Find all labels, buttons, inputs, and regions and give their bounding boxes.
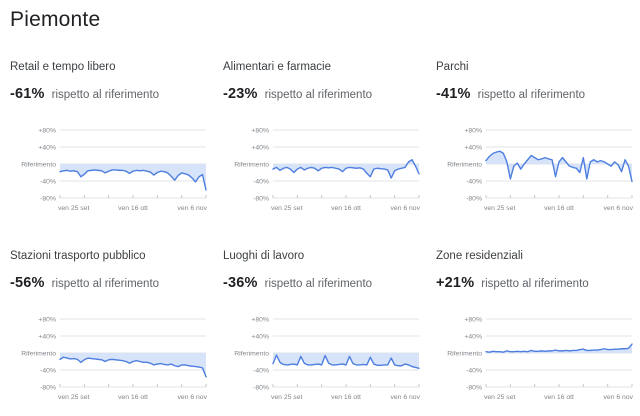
series-line (59, 169, 207, 191)
x-axis-label-end: ven 6 nov (604, 205, 634, 212)
y-axis-tick-label: -80% (466, 384, 482, 391)
headline: -56% rispetto al riferimento (10, 275, 214, 291)
chart-title: Retail e tempo libero (10, 61, 116, 73)
headline: -36% rispetto al riferimento (223, 275, 427, 291)
x-axis-label-start: ven 25 set (58, 205, 89, 212)
line-chart-retail: +80% +40% Riferimento -40% -80%ven 25 set ven… (21, 127, 208, 212)
change-label: rispetto al riferimento (264, 89, 373, 101)
x-axis-label-mid: ven 16 ott (331, 205, 361, 212)
x-axis-label-start: ven 25 set (271, 394, 302, 401)
x-axis-label-start: ven 25 set (484, 205, 515, 212)
line-chart-transit: +80% +40% Riferimento -40% -80%ven 25 set ven… (21, 316, 208, 401)
x-axis-label-end: ven 6 nov (178, 394, 208, 401)
y-axis-tick-label: -80% (253, 384, 269, 391)
y-axis-tick-label: +80% (251, 127, 269, 134)
y-axis-tick-label: Riferimento (21, 350, 56, 357)
change-percent: -36% (223, 275, 258, 291)
y-axis-tick-label: +80% (38, 316, 56, 323)
y-axis-tick-label: -40% (466, 178, 482, 185)
x-axis-label-start: ven 25 set (271, 205, 302, 212)
y-axis-tick-label: +80% (251, 316, 269, 323)
y-axis-tick-label: -40% (253, 367, 269, 374)
y-axis-tick-label: +40% (464, 144, 482, 151)
y-axis-tick-label: +40% (38, 144, 56, 151)
y-axis-tick-label: -40% (253, 178, 269, 185)
series-area-fill (273, 159, 419, 179)
line-chart-parks: +80% +40% Riferimento -40% -80%ven 25 set ven… (447, 127, 634, 212)
chart-title: Luoghi di lavoro (223, 250, 305, 262)
series-line (485, 150, 633, 183)
chart-title: Stazioni trasporto pubblico (10, 250, 146, 262)
series-line (272, 159, 420, 179)
change-percent: -41% (436, 86, 471, 102)
y-axis-tick-label: -80% (40, 384, 56, 391)
y-axis-tick-label: Riferimento (21, 161, 56, 168)
y-axis-tick-label: +40% (38, 333, 56, 340)
mobility-card-retail: Retail e tempo libero -61% rispetto al r… (10, 61, 214, 216)
mobility-card-grocery: Alimentari e farmacie -23% rispetto al r… (223, 61, 427, 216)
y-axis-tick-label: +80% (464, 127, 482, 134)
headline: +21% rispetto al riferimento (436, 275, 640, 291)
x-axis-label-end: ven 6 nov (391, 394, 421, 401)
headline: -61% rispetto al riferimento (10, 86, 214, 102)
mobility-card-parks: Parchi -41% rispetto al riferimento +80%… (436, 61, 640, 216)
series-line (59, 356, 207, 378)
y-axis-tick-label: +80% (464, 316, 482, 323)
y-axis-tick-label: -80% (466, 195, 482, 202)
x-axis-label-end: ven 6 nov (178, 205, 208, 212)
change-percent: -23% (223, 86, 258, 102)
y-axis-tick-label: -80% (253, 195, 269, 202)
y-axis-tick-label: Riferimento (234, 350, 269, 357)
x-axis-label-mid: ven 16 ott (118, 205, 148, 212)
series-area-fill (486, 151, 632, 182)
chart-title: Alimentari e farmacie (223, 61, 332, 73)
line-chart-workplaces: +80% +40% Riferimento -40% -80%ven 25 set ven… (234, 316, 421, 401)
y-axis-tick-label: +40% (464, 333, 482, 340)
change-label: rispetto al riferimento (51, 278, 160, 290)
mobility-report-page: Piemonte Retail e tempo libero -61% risp… (10, 8, 640, 405)
series-area-fill (486, 344, 632, 353)
change-percent: -56% (10, 275, 45, 291)
series-line (272, 354, 420, 369)
headline: -41% rispetto al riferimento (436, 86, 640, 102)
x-axis-label-start: ven 25 set (58, 394, 89, 401)
line-chart-residential: +80% +40% Riferimento -40% -80%ven 25 set ven… (447, 316, 634, 401)
change-label: rispetto al riferimento (481, 278, 589, 290)
change-percent: -61% (10, 86, 45, 102)
x-axis-label-mid: ven 16 ott (544, 394, 574, 401)
x-axis-label-mid: ven 16 ott (118, 394, 148, 401)
y-axis-tick-label: -80% (40, 195, 56, 202)
series-area-fill (60, 164, 206, 190)
y-axis-tick-label: Riferimento (447, 350, 482, 357)
y-axis-tick-label: Riferimento (447, 161, 482, 168)
change-label: rispetto al riferimento (51, 89, 160, 101)
change-percent: +21% (436, 275, 475, 291)
page-title: Piemonte (10, 8, 101, 31)
y-axis-tick-label: -40% (40, 367, 56, 374)
chart-title: Zone residenziali (436, 250, 523, 262)
line-chart-grocery: +80% +40% Riferimento -40% -80%ven 25 set ven… (234, 127, 421, 212)
change-label: rispetto al riferimento (477, 89, 586, 101)
mobility-card-residential: Zone residenziali +21% rispetto al rifer… (436, 250, 640, 405)
chart-title: Parchi (436, 61, 469, 73)
mobility-card-transit: Stazioni trasporto pubblico -56% rispett… (10, 250, 214, 405)
x-axis-label-mid: ven 16 ott (331, 394, 361, 401)
mobility-card-workplaces: Luoghi di lavoro -36% rispetto al riferi… (223, 250, 427, 405)
y-axis-tick-label: Riferimento (234, 161, 269, 168)
y-axis-tick-label: -40% (40, 178, 56, 185)
headline: -23% rispetto al riferimento (223, 86, 427, 102)
series-line (485, 343, 633, 353)
y-axis-tick-label: +40% (251, 333, 269, 340)
x-axis-label-mid: ven 16 ott (544, 205, 574, 212)
y-axis-tick-label: +80% (38, 127, 56, 134)
change-label: rispetto al riferimento (264, 278, 373, 290)
x-axis-label-start: ven 25 set (484, 394, 515, 401)
y-axis-tick-label: -40% (466, 367, 482, 374)
x-axis-label-end: ven 6 nov (604, 394, 634, 401)
x-axis-label-end: ven 6 nov (391, 205, 421, 212)
charts-grid: Retail e tempo libero -61% rispetto al r… (10, 61, 640, 405)
y-axis-tick-label: +40% (251, 144, 269, 151)
